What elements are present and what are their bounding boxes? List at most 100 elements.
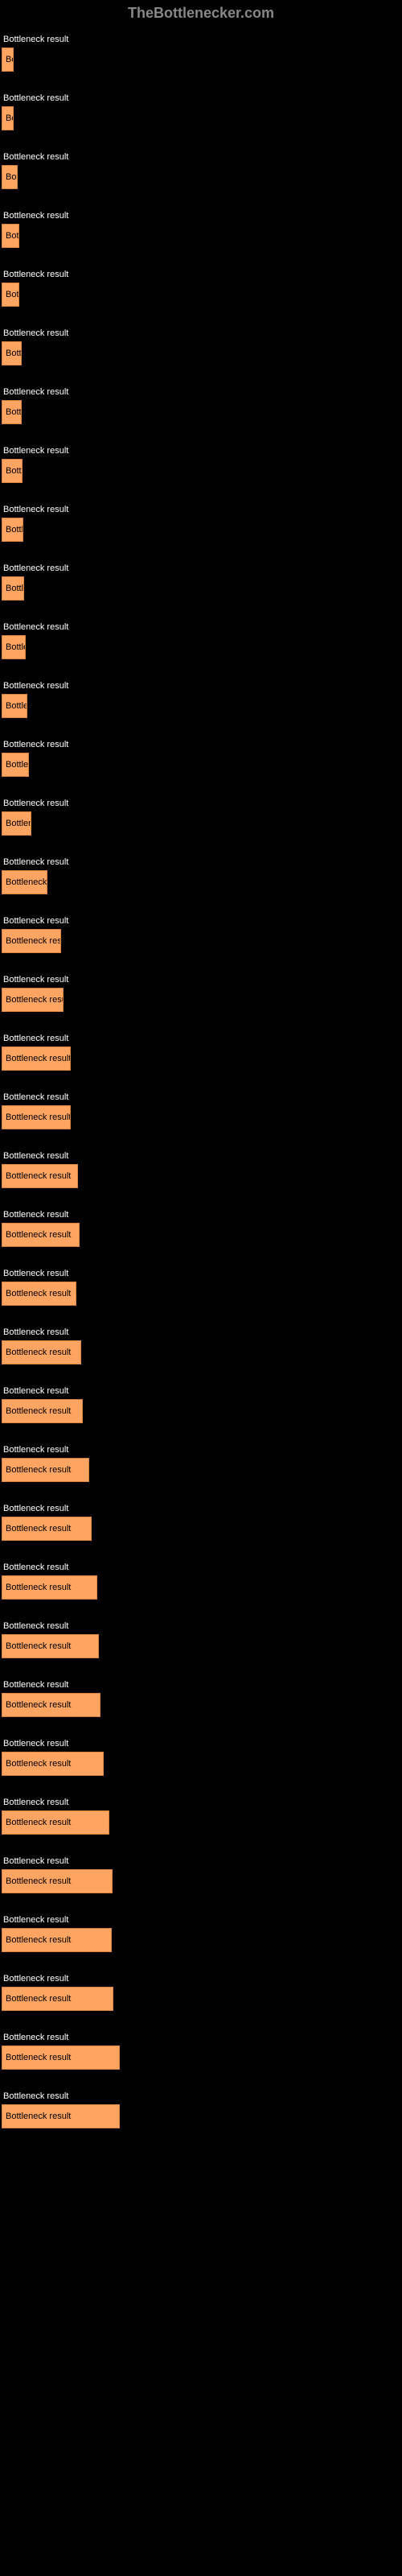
bar-label: Bottleneck result [2, 1563, 402, 1572]
bar-row: Bottleneck resultBottleneck result [2, 1974, 402, 2011]
bar-fill: Bottleneck result [2, 694, 27, 718]
bar-track: Bottleneck result [2, 224, 400, 248]
bar-inner-text: Bottleneck result [6, 701, 27, 711]
bar-inner-text: Bottleneck result [6, 584, 24, 593]
bar-track: Bottleneck result [2, 870, 400, 894]
bar-label: Bottleneck result [2, 1151, 402, 1161]
bar-row: Bottleneck result Bottleneck result [2, 1563, 402, 1600]
bar-fill: Bottleneck result [2, 283, 19, 307]
bar-inner-text: Bottleneck result [6, 1524, 71, 1534]
bar-track: Bottleneck result [2, 753, 400, 777]
bar-label: Bottleneck result [2, 1739, 402, 1748]
bar-inner-text: Bottleneck result [6, 231, 19, 241]
bar-row: Bottleneck resultBottleneck result [2, 1856, 402, 1893]
bar-track: Bottleneck result [2, 576, 400, 601]
bar-row: Bottleneck resultBottleneck result [2, 1739, 402, 1776]
bar-inner-text: Bottleneck result [6, 290, 19, 299]
bar-track: Bottleneck result [2, 694, 400, 718]
bar-row: Bottleneck result Bottleneck result [2, 2091, 402, 2128]
bar-label: Bottleneck result [2, 152, 402, 162]
bar-fill: Bottleneck result [2, 2046, 120, 2070]
bar-row: Bottleneck resultBottleneck result [2, 211, 402, 248]
bar-track: Bottleneck result [2, 1105, 400, 1129]
bar-label: Bottleneck result [2, 857, 402, 867]
bar-label: Bottleneck result [2, 1092, 402, 1102]
bar-track: Bottleneck result [2, 47, 400, 72]
bar-row: Bottleneck resultBottleneck result [2, 270, 402, 307]
bar-label: Bottleneck result [2, 622, 402, 632]
bar-row: Bottleneck resultBottleneck result [2, 1210, 402, 1247]
bar-fill: Bottleneck result [2, 400, 22, 424]
bar-inner-text: Bottleneck result [6, 877, 47, 887]
bar-track: Bottleneck result [2, 1693, 400, 1717]
bar-inner-text: Bottleneck result [6, 1230, 71, 1240]
bar-inner-text: Bottleneck result [6, 1994, 71, 2004]
bar-track: Bottleneck result [2, 1634, 400, 1658]
bar-label: Bottleneck result [2, 564, 402, 573]
bar-row: Bottleneck result Bottleneck result [2, 1269, 402, 1306]
bar-row: Bottleneck resultBottleneck result [2, 1034, 402, 1071]
bar-fill: Bottleneck result [2, 870, 47, 894]
bottleneck-chart: Bottleneck result Bottleneck result Bottle… [0, 27, 402, 2166]
bar-inner-text: Bottleneck result [6, 1876, 71, 1886]
bar-row: Bottleneck result Bottleneck result [2, 1445, 402, 1482]
bar-fill: Bottleneck result [2, 1340, 81, 1364]
bar-track: Bottleneck result [2, 1046, 400, 1071]
bar-fill: Bottleneck result [2, 1517, 92, 1541]
bar-label: Bottleneck result [2, 446, 402, 456]
bar-track: Bottleneck result [2, 988, 400, 1012]
bar-inner-text: Bottleneck result [6, 114, 14, 123]
bar-row: Bottleneck result Bottleneck result [2, 387, 402, 424]
bar-inner-text: Bottleneck result [6, 760, 29, 770]
bar-inner-text: Bottleneck result [6, 55, 14, 64]
bar-inner-text: Bottleneck result [6, 1054, 71, 1063]
bar-track: Bottleneck result [2, 1517, 400, 1541]
bar-fill: Bottleneck result [2, 929, 61, 953]
bar-row: Bottleneck resultBottleneck result [2, 328, 402, 365]
bar-inner-text: Bottleneck result [6, 407, 22, 417]
bar-fill: Bottleneck result [2, 1458, 89, 1482]
bar-label: Bottleneck result [2, 1798, 402, 1807]
bar-inner-text: Bottleneck result [6, 1818, 71, 1827]
bar-label: Bottleneck result [2, 2033, 402, 2042]
bar-label: Bottleneck result [2, 1269, 402, 1278]
bar-row: Bottleneck result Bottleneck result [2, 564, 402, 601]
bar-track: Bottleneck result [2, 1340, 400, 1364]
bar-row: Bottleneck resultBottleneck result [2, 1680, 402, 1717]
bar-label: Bottleneck result [2, 387, 402, 397]
bar-row: Bottleneck result Bottleneck result [2, 857, 402, 894]
bar-track: Bottleneck result [2, 518, 400, 542]
bar-track: Bottleneck result [2, 1282, 400, 1306]
bar-row: Bottleneck resultBottleneck result [2, 505, 402, 542]
bar-track: Bottleneck result [2, 635, 400, 659]
bar-track: Bottleneck result [2, 811, 400, 836]
bar-inner-text: Bottleneck result [6, 349, 22, 358]
bar-track: Bottleneck result [2, 2104, 400, 2128]
bar-track: Bottleneck result [2, 1223, 400, 1247]
bar-label: Bottleneck result [2, 1386, 402, 1396]
bar-label: Bottleneck result [2, 2091, 402, 2101]
bar-inner-text: Bottleneck result [6, 1348, 71, 1357]
bar-inner-text: Bottleneck result [6, 1700, 71, 1710]
bar-fill: Bottleneck result [2, 518, 23, 542]
bar-fill: Bottleneck result [2, 1987, 113, 2011]
bar-fill: Bottleneck result [2, 165, 18, 189]
bar-inner-text: Bottleneck result [6, 1406, 71, 1416]
bar-row: Bottleneck resultBottleneck result [2, 799, 402, 836]
bar-row: Bottleneck result Bottleneck result [2, 446, 402, 483]
bar-fill: Bottleneck result [2, 1223, 80, 1247]
bar-inner-text: Bottleneck result [6, 1289, 71, 1298]
bar-row: Bottleneck result Bottleneck result [2, 1151, 402, 1188]
bar-track: Bottleneck result [2, 1987, 400, 2011]
bar-fill: Bottleneck result [2, 106, 14, 130]
bar-label: Bottleneck result [2, 1445, 402, 1455]
bar-inner-text: Bottleneck result [6, 1171, 71, 1181]
bar-fill: Bottleneck result [2, 1575, 97, 1600]
bar-inner-text: Bottleneck result [6, 819, 31, 828]
bar-fill: Bottleneck result [2, 1928, 112, 1952]
bar-inner-text: Bottleneck result [6, 1935, 71, 1945]
bar-fill: Bottleneck result [2, 459, 23, 483]
bar-fill: Bottleneck result [2, 1282, 76, 1306]
bar-track: Bottleneck result [2, 165, 400, 189]
bar-track: Bottleneck result [2, 1399, 400, 1423]
